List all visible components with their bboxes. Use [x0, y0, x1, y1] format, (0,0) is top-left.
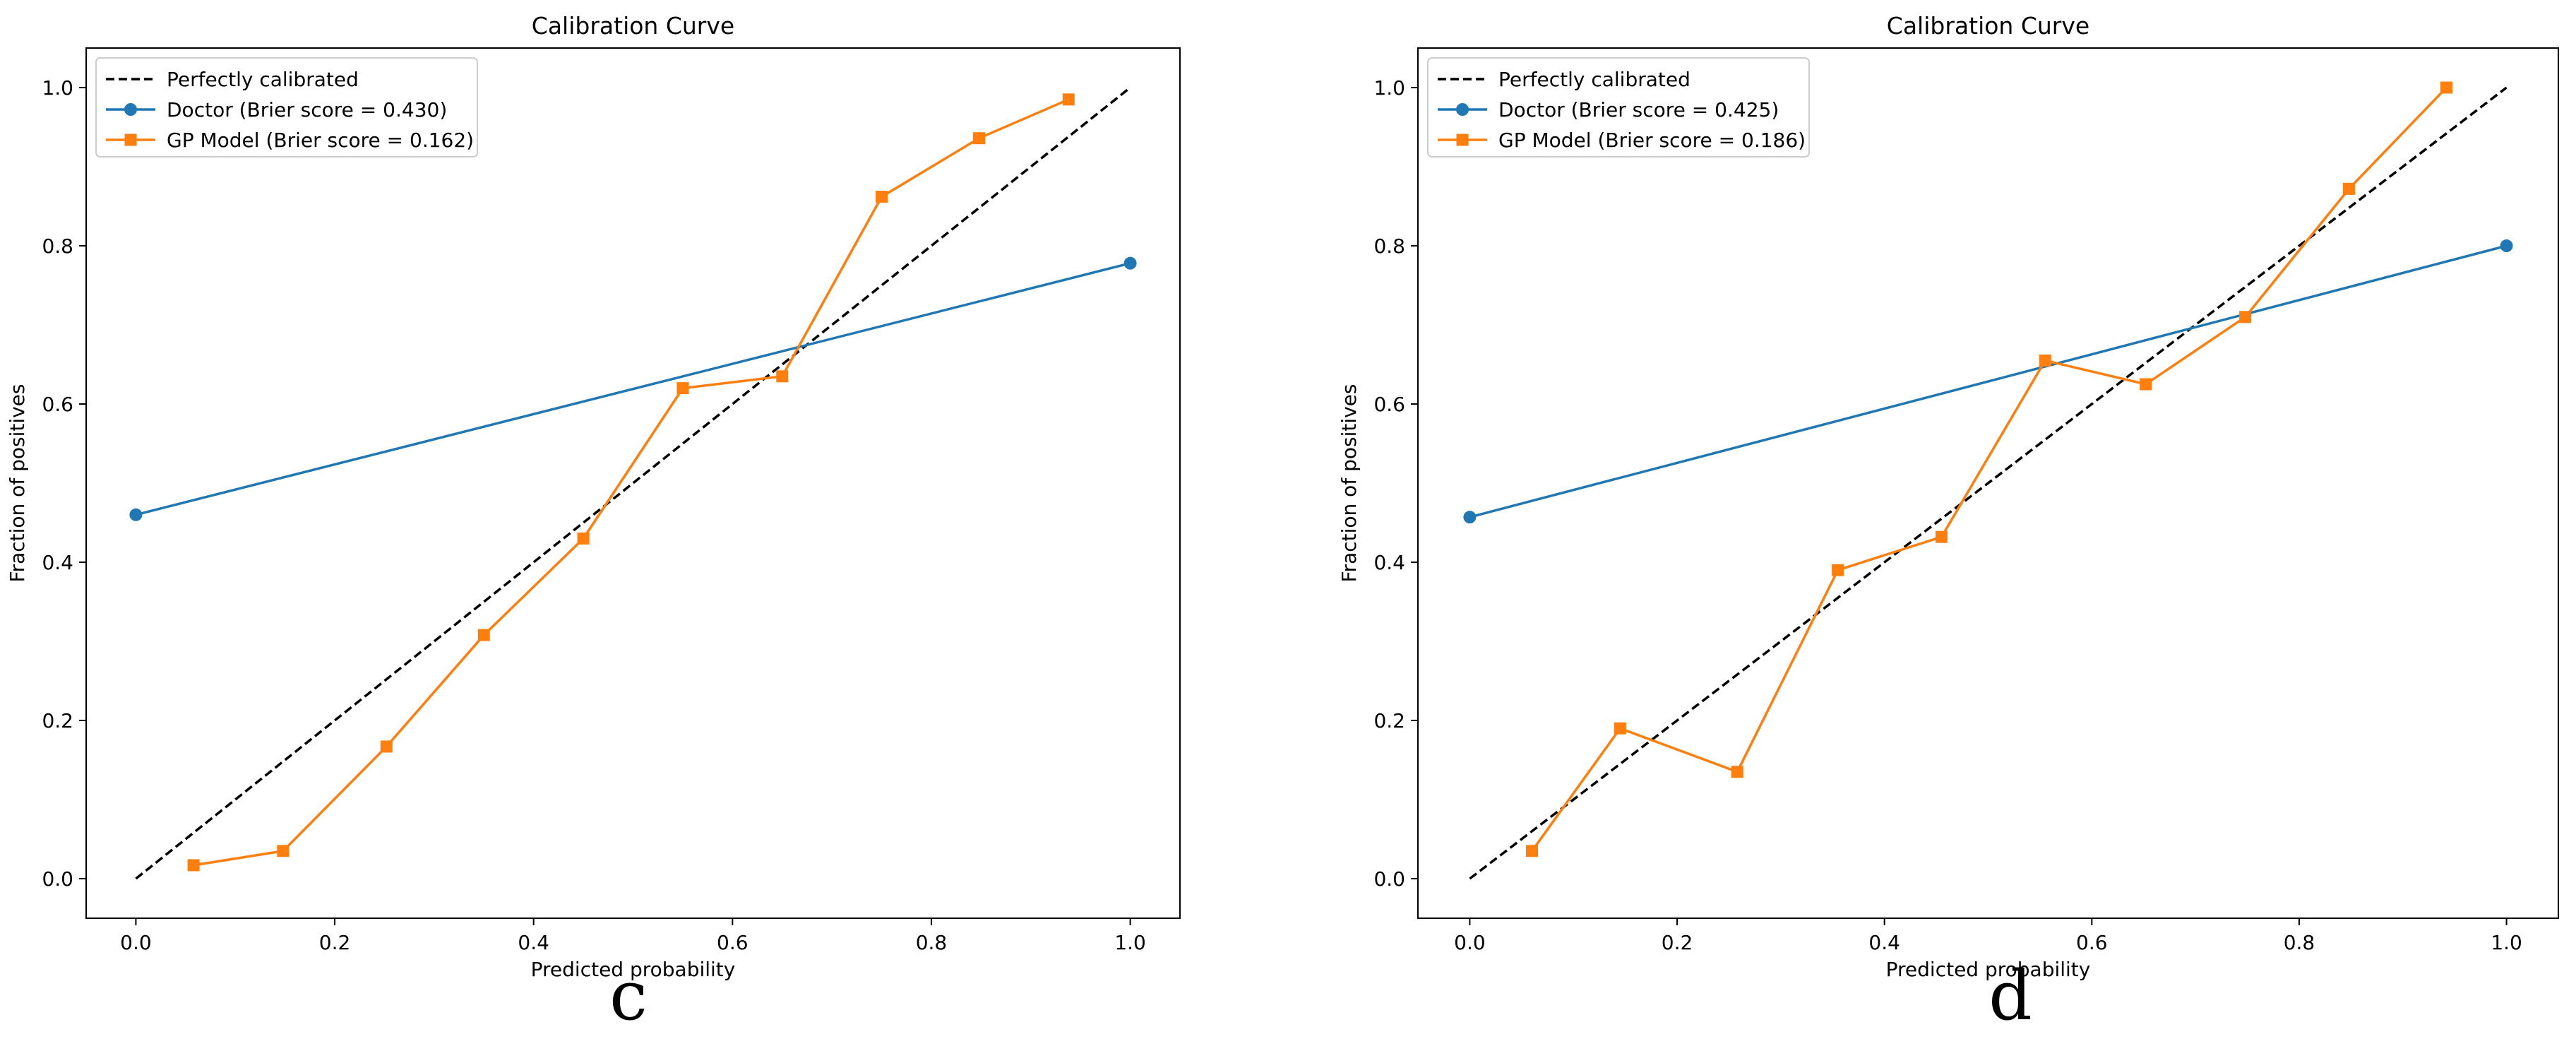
- x-tick-label: 0.0: [120, 931, 152, 954]
- x-tick-label: 0.8: [916, 931, 948, 954]
- data-point: [1062, 93, 1075, 106]
- x-tick-label: 0.6: [2076, 931, 2108, 954]
- y-axis-label: Fraction of positives: [1337, 384, 1361, 583]
- x-tick-label: 0.8: [2284, 931, 2315, 954]
- x-tick-label: 1.0: [1114, 931, 1146, 954]
- x-tick-label: 0.6: [717, 931, 749, 954]
- legend-marker: [1456, 133, 1469, 146]
- x-tick-label: 0.2: [319, 931, 351, 954]
- x-tick-label: 0.4: [518, 931, 549, 954]
- data-point: [129, 508, 143, 521]
- y-tick-label: 1.0: [1373, 76, 1405, 100]
- y-tick-label: 0.6: [1373, 393, 1405, 416]
- legend-label: Doctor (Brier score = 0.425): [1498, 98, 1779, 121]
- chart-title: Calibration Curve: [532, 12, 734, 40]
- data-point: [477, 629, 490, 641]
- data-point: [2342, 182, 2355, 195]
- y-tick-label: 0.4: [1373, 551, 1405, 574]
- y-tick-label: 0.6: [42, 393, 73, 416]
- legend-label: Doctor (Brier score = 0.430): [167, 98, 447, 121]
- data-point: [2239, 311, 2252, 323]
- data-point: [2140, 378, 2152, 391]
- data-point: [1463, 511, 1477, 524]
- data-point: [577, 532, 590, 545]
- data-point: [2039, 354, 2051, 367]
- series-line-0: [135, 86, 1131, 880]
- panel-letter-d: d: [1988, 956, 2032, 1035]
- data-point: [187, 859, 200, 872]
- x-tick-label: 0.4: [1868, 931, 1900, 954]
- series-line-1: [135, 261, 1131, 516]
- data-point: [2440, 81, 2452, 94]
- data-point: [1731, 766, 1743, 778]
- y-tick-label: 0.8: [42, 234, 73, 258]
- y-tick-label: 0.2: [1373, 709, 1405, 732]
- data-point: [1614, 722, 1626, 735]
- legend-marker: [124, 103, 137, 116]
- data-point: [1123, 256, 1137, 270]
- series-line-1: [1469, 244, 2508, 518]
- y-axis-label: Fraction of positives: [6, 384, 29, 583]
- data-point: [277, 845, 290, 857]
- legend-label: Perfectly calibrated: [167, 68, 359, 91]
- legend-label: GP Model (Brier score = 0.186): [1498, 129, 1806, 152]
- legend-marker: [124, 133, 137, 146]
- legend-box: [1427, 57, 1810, 158]
- y-tick-label: 0.8: [1373, 234, 1405, 258]
- legend-label: GP Model (Brier score = 0.162): [167, 129, 474, 152]
- axes-frame: [1417, 47, 2559, 919]
- data-point: [2500, 239, 2513, 252]
- data-point: [776, 370, 789, 383]
- data-point: [973, 132, 986, 145]
- data-point: [1526, 845, 1538, 857]
- data-point: [876, 191, 888, 203]
- x-tick-label: 0.0: [1454, 931, 1486, 954]
- y-tick-label: 0.2: [42, 709, 73, 732]
- panel-letter-c: c: [609, 956, 648, 1035]
- axes-frame: [85, 47, 1181, 919]
- data-point: [1935, 530, 1948, 543]
- y-tick-label: 0.0: [42, 867, 73, 891]
- y-tick-label: 1.0: [42, 76, 73, 100]
- x-tick-label: 1.0: [2491, 931, 2522, 954]
- legend-box: [95, 57, 478, 158]
- legend-label: Perfectly calibrated: [1498, 68, 1690, 91]
- series-line-2: [193, 98, 1069, 867]
- y-tick-label: 0.0: [1373, 867, 1405, 891]
- series-line-2: [1531, 86, 2447, 852]
- chart-title: Calibration Curve: [1887, 12, 2089, 40]
- data-point: [676, 382, 689, 395]
- x-axis-label: Predicted probability: [531, 958, 736, 981]
- data-point: [380, 740, 393, 753]
- x-axis-label: Predicted probability: [1886, 958, 2091, 981]
- x-tick-label: 0.2: [1662, 931, 1693, 954]
- y-tick-label: 0.4: [42, 551, 73, 574]
- chart-panel-c: 0.0 0.2 0.4 0.6 0.8 1.0 0.0 0.2 0.4 0.6 0.8 1.0 Cali…: [6, 12, 1181, 981]
- chart-panel-d: 0.0 0.2 0.4 0.6 0.8 1.0 0.0 0.2 0.4 0.6 0.8 1.0 Cali…: [1337, 12, 2559, 981]
- legend-marker: [1456, 103, 1469, 116]
- series-line-0: [1469, 86, 2508, 880]
- data-point: [1832, 564, 1844, 576]
